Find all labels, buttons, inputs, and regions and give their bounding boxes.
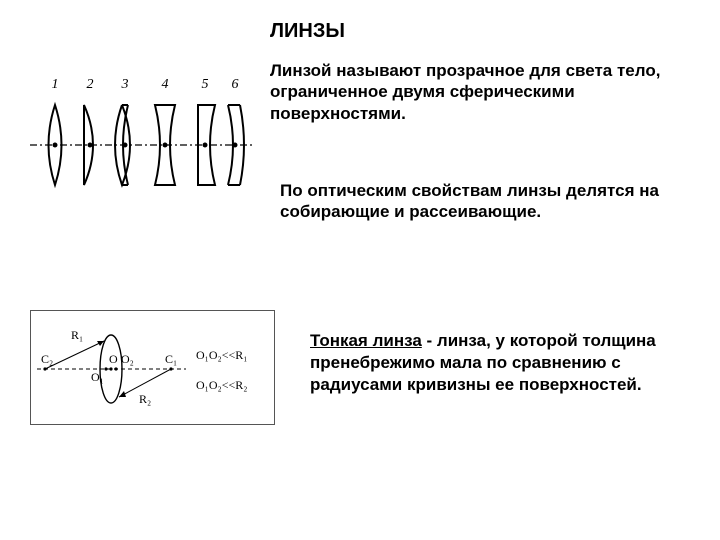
lens-num-4: 4 (162, 77, 169, 92)
label-o1: O₁ (91, 370, 104, 384)
label-c2: C₂ (41, 352, 53, 366)
thin-lens-term: Тонкая линза (310, 331, 422, 350)
lens-shapes-figure: 1 2 3 4 5 6 (30, 70, 255, 190)
thin-lens-geometry-figure: C₂ R₁ O₁ O O₂ C₁ R₂ O₁O₂<<R₁ O₁O₂<<R₂ (30, 310, 275, 425)
definition-paragraph: Линзой называют прозрачное для света тел… (270, 60, 690, 124)
lens-num-3: 3 (121, 77, 129, 92)
label-o2: O₂ (121, 352, 134, 366)
thin-lens-paragraph: Тонкая линза - линза, у которой толщина … (310, 330, 690, 396)
page-title: ЛИНЗЫ (270, 20, 345, 43)
label-cond1: O₁O₂<<R₁ (196, 348, 247, 362)
properties-paragraph: По оптическим свойствам линзы делятся на… (280, 180, 690, 223)
label-o: O (109, 352, 118, 366)
label-cond2: O₁O₂<<R₂ (196, 378, 247, 392)
label-c1: C₁ (165, 352, 177, 366)
lens-num-2: 2 (87, 77, 94, 92)
lens-num-6: 6 (232, 77, 239, 92)
lens-num-1: 1 (52, 77, 59, 92)
lens-num-5: 5 (202, 77, 209, 92)
label-r1: R₁ (71, 328, 83, 342)
label-r2: R₂ (139, 392, 151, 406)
